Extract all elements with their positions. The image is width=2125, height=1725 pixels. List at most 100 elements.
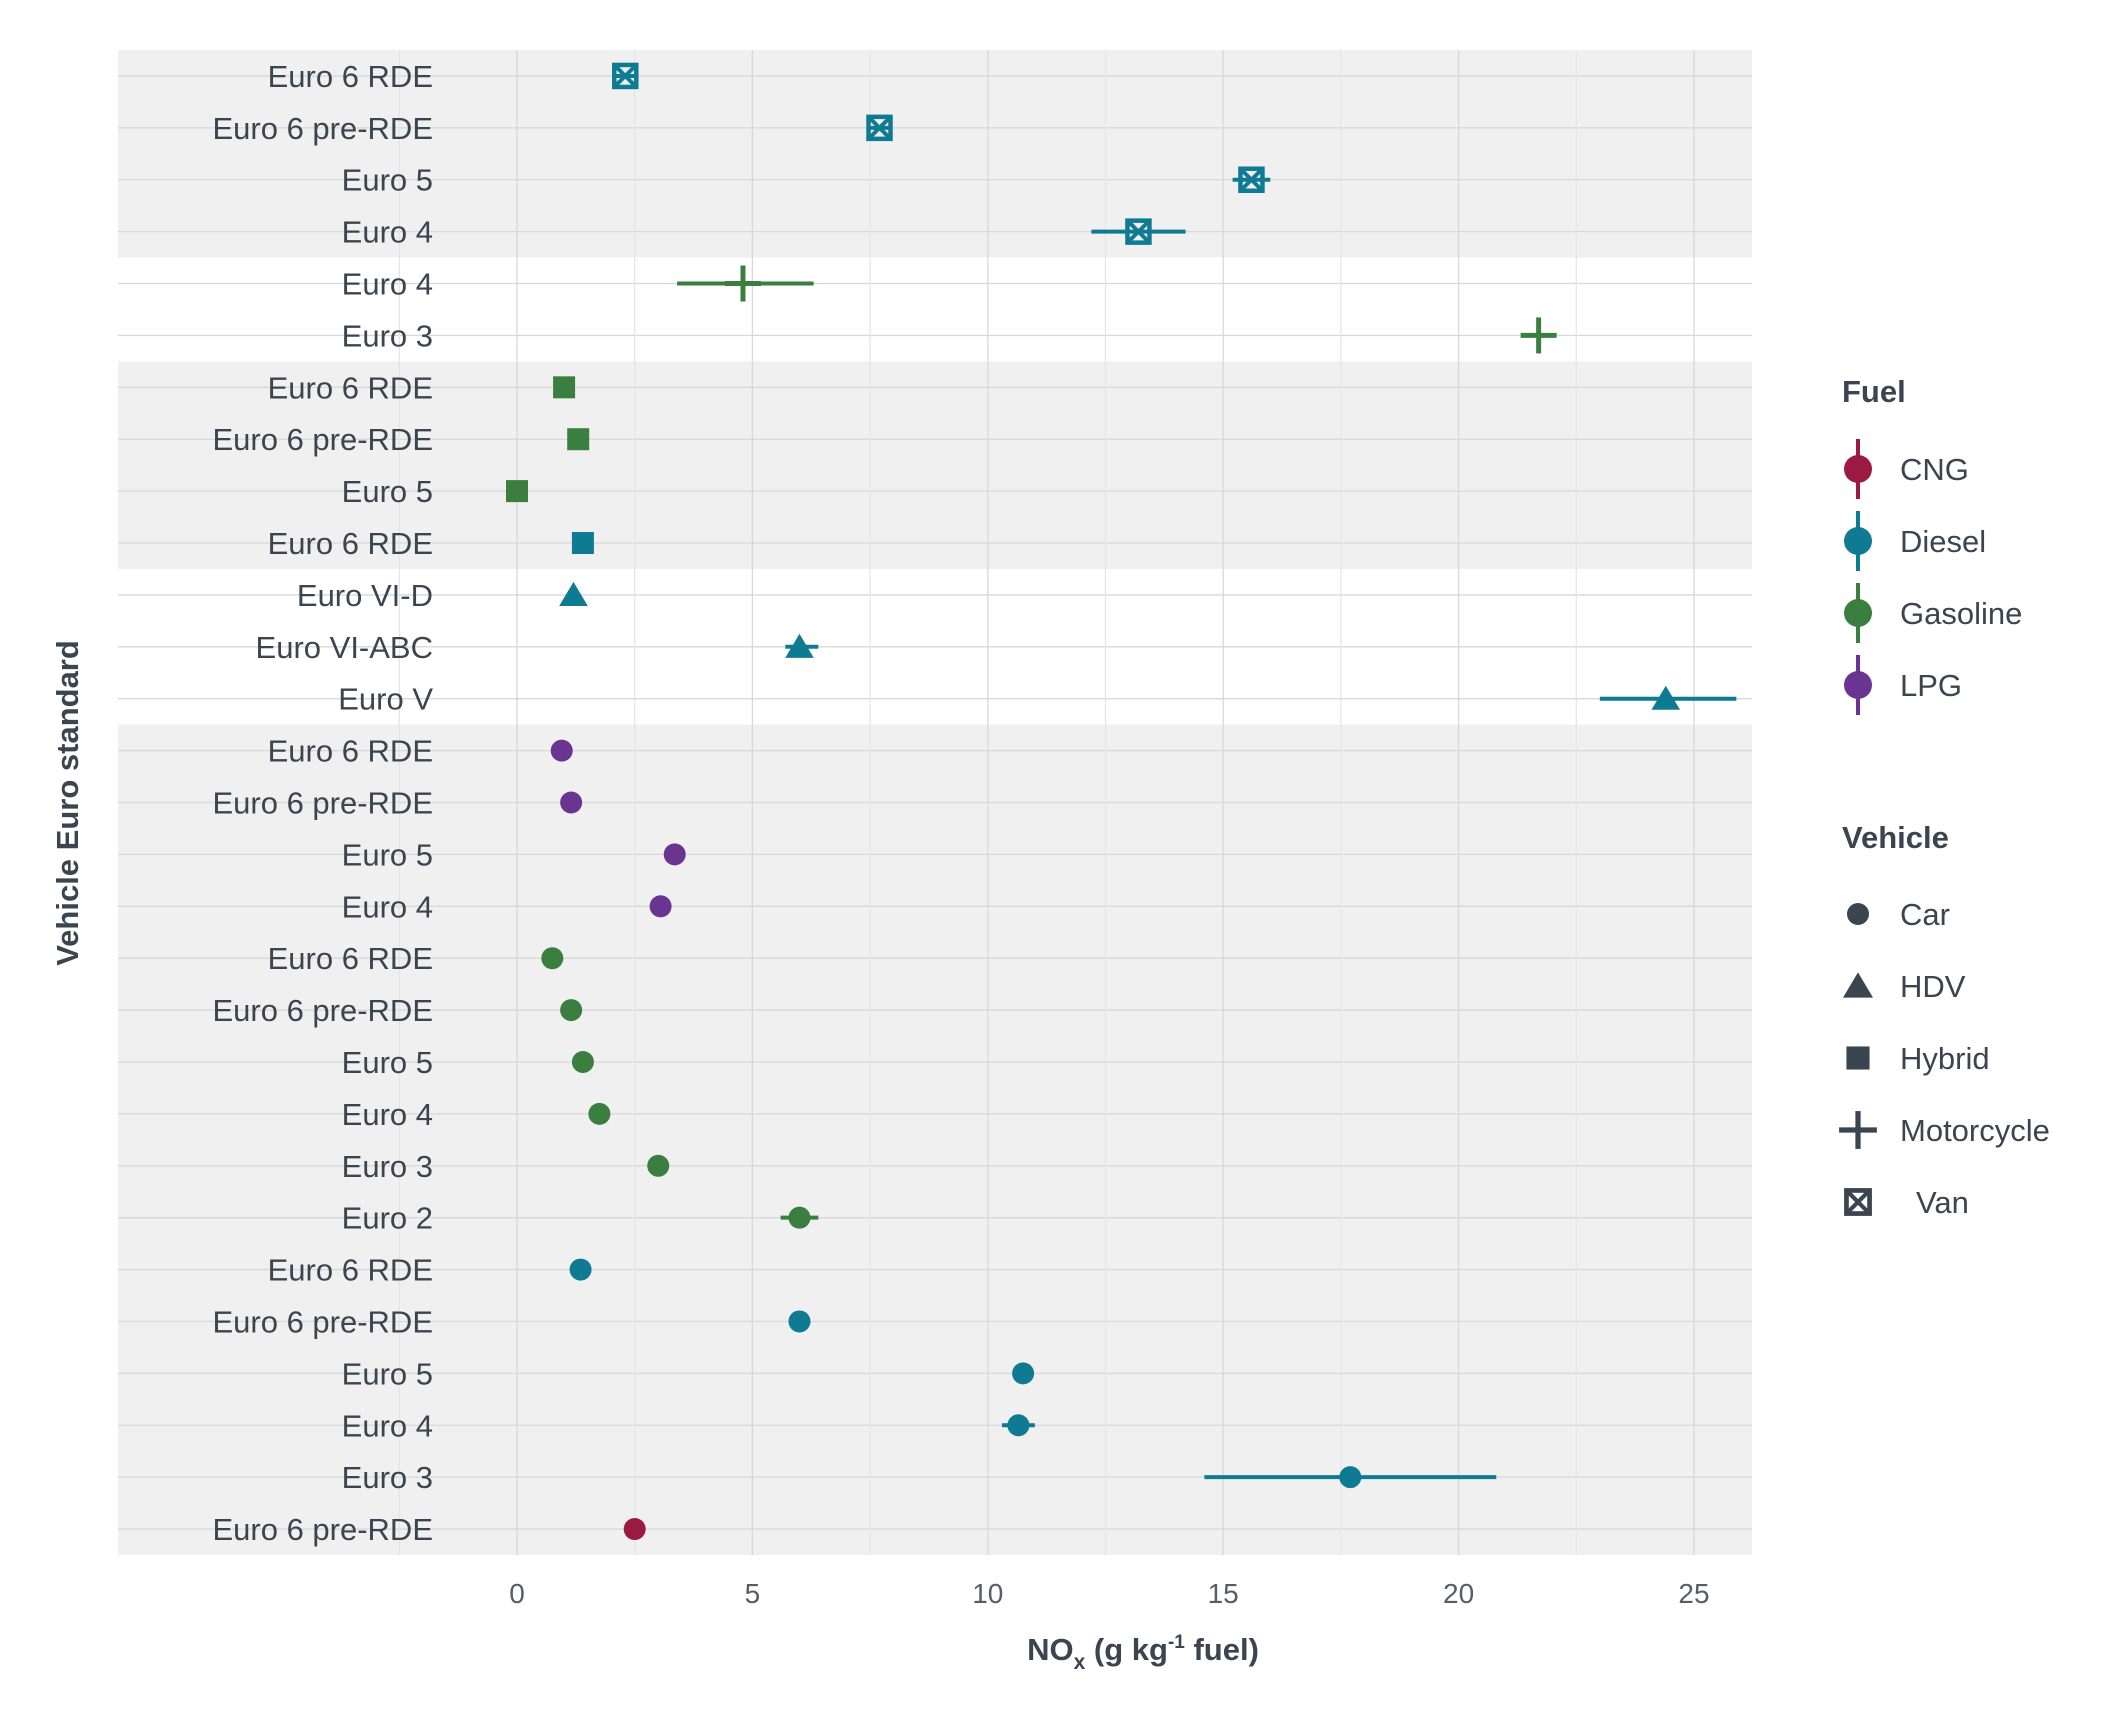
legend-key-gasoline: [1844, 583, 1872, 643]
legend-vehicle-title: Vehicle: [1842, 820, 1949, 855]
y-tick-label: Euro 4: [342, 1408, 433, 1443]
legend-key-dot: [1844, 527, 1872, 555]
legend-label-hybrid: Hybrid: [1900, 1041, 1990, 1076]
legend-key-van-d2: [1844, 1188, 1872, 1216]
legend-key-van-box: [1844, 1188, 1872, 1216]
point-van: [866, 114, 893, 142]
legend-label-van: Van: [1916, 1185, 1969, 1220]
point-hdv: [559, 581, 588, 606]
point-car: [541, 947, 564, 970]
band-hybrid: [118, 361, 1752, 569]
point-car: [1339, 1466, 1362, 1489]
legend-key-dot: [1844, 671, 1872, 699]
legend-key-motorcycle: [1839, 1111, 1877, 1149]
point-van-box: [1238, 166, 1265, 193]
y-tick-label: Euro 6 RDE: [268, 734, 433, 769]
x-tick-label: 20: [1443, 1578, 1474, 1609]
y-tick-label: Euro 6 RDE: [268, 59, 433, 94]
point-car: [569, 1258, 592, 1281]
x-axis-title-tail2: fuel): [1185, 1632, 1259, 1667]
point-car: [588, 1102, 611, 1125]
y-tick-label: Euro 4: [342, 889, 433, 924]
point-car: [560, 791, 583, 814]
y-tick-label: Euro 6 pre-RDE: [212, 786, 433, 821]
y-tick-label: Euro 6 pre-RDE: [212, 111, 433, 146]
point-car: [560, 999, 583, 1022]
point-car: [788, 1310, 811, 1333]
point-car: [623, 1518, 646, 1541]
y-tick-label: Euro 6 pre-RDE: [212, 422, 433, 457]
legend-label-cng: CNG: [1900, 452, 1969, 487]
point-car: [647, 1154, 670, 1177]
point-van-d2: [612, 63, 638, 89]
legend: Fuel CNG Diesel Gasoline LPG Vehicle Car HDV Hyb…: [1839, 374, 2050, 1220]
x-tick-labels: 0 5 10 15 20 25: [509, 1578, 1709, 1609]
point-van-box: [866, 114, 893, 142]
y-tick-label: Euro 5: [342, 1356, 433, 1391]
y-tick-label: Euro 5: [342, 837, 433, 872]
point-van-box: [612, 62, 639, 90]
point-van-d2: [867, 115, 892, 141]
x-tick-label: 15: [1208, 1578, 1239, 1609]
point-car: [1007, 1414, 1030, 1437]
x-axis-title: NOx (g kg-1 fuel): [1027, 1632, 1259, 1674]
legend-key-dot: [1844, 599, 1872, 627]
point-hybrid: [571, 532, 594, 555]
x-tick-label: 5: [745, 1578, 761, 1609]
point-hybrid: [506, 480, 528, 503]
y-tick-label: Euro 5: [342, 1045, 433, 1080]
legend-key-lpg: [1844, 655, 1872, 715]
point-van: [1238, 166, 1265, 193]
y-tick-labels: Euro 6 RDE Euro 6 pre-RDE Euro 5 Euro 4 Euro…: [212, 59, 433, 1547]
point-van-d2: [1239, 167, 1264, 193]
point-car: [649, 895, 672, 918]
group-bands: [118, 50, 1752, 1555]
legend-label-lpg: LPG: [1900, 668, 1962, 703]
data-points: [506, 62, 1737, 1541]
legend-key-van: [1844, 1188, 1872, 1216]
y-tick-label: Euro 6 pre-RDE: [212, 1304, 433, 1339]
y-tick-label: Euro VI-D: [297, 578, 433, 613]
point-van: [612, 62, 639, 90]
point-van: [1125, 218, 1152, 245]
y-tick-label: Euro 4: [342, 1097, 433, 1132]
y-tick-label: Euro 5: [342, 474, 433, 509]
legend-key-hybrid: [1846, 1046, 1870, 1070]
point-hybrid: [553, 376, 576, 399]
legend-label-diesel: Diesel: [1900, 524, 1986, 559]
legend-key-car: [1847, 903, 1869, 925]
x-axis-title-sub: x: [1074, 1651, 1086, 1674]
y-tick-label: Euro 4: [342, 267, 433, 302]
y-tick-label: Euro 4: [342, 215, 433, 250]
legend-label-hdv: HDV: [1900, 969, 1966, 1004]
legend-key-hdv: [1842, 972, 1874, 998]
point-car: [663, 843, 686, 866]
legend-label-car: Car: [1900, 897, 1950, 932]
point-car: [788, 1206, 811, 1229]
y-tick-label: Euro 6 RDE: [268, 526, 433, 561]
y-tick-label: Euro 3: [342, 1460, 433, 1495]
y-tick-label: Euro VI-ABC: [256, 630, 433, 665]
point-motorcycle: [724, 265, 761, 302]
point-car: [571, 1050, 594, 1073]
point-hdv: [1651, 685, 1681, 710]
point-hdv: [785, 633, 814, 658]
y-axis-title: Vehicle Euro standard: [50, 640, 85, 966]
point-van-box: [1125, 218, 1152, 245]
grid-lines: [118, 50, 1752, 1555]
point-hybrid: [567, 428, 590, 451]
x-axis-title-tail1: (g kg: [1085, 1632, 1168, 1667]
y-tick-label: Euro 3: [342, 1149, 433, 1184]
x-tick-label: 0: [509, 1578, 525, 1609]
y-tick-label: Euro 6 RDE: [268, 370, 433, 405]
x-tick-label: 25: [1678, 1578, 1709, 1609]
point-car: [1012, 1362, 1035, 1385]
x-axis-title-main: NO: [1027, 1632, 1074, 1667]
y-tick-label: Euro 6 RDE: [268, 1253, 433, 1288]
legend-label-gasoline: Gasoline: [1900, 596, 2022, 631]
x-tick-label: 10: [972, 1578, 1003, 1609]
point-van-d2: [1126, 219, 1151, 245]
band-car: [118, 724, 1752, 1555]
y-tick-label: Euro 6 pre-RDE: [212, 993, 433, 1028]
